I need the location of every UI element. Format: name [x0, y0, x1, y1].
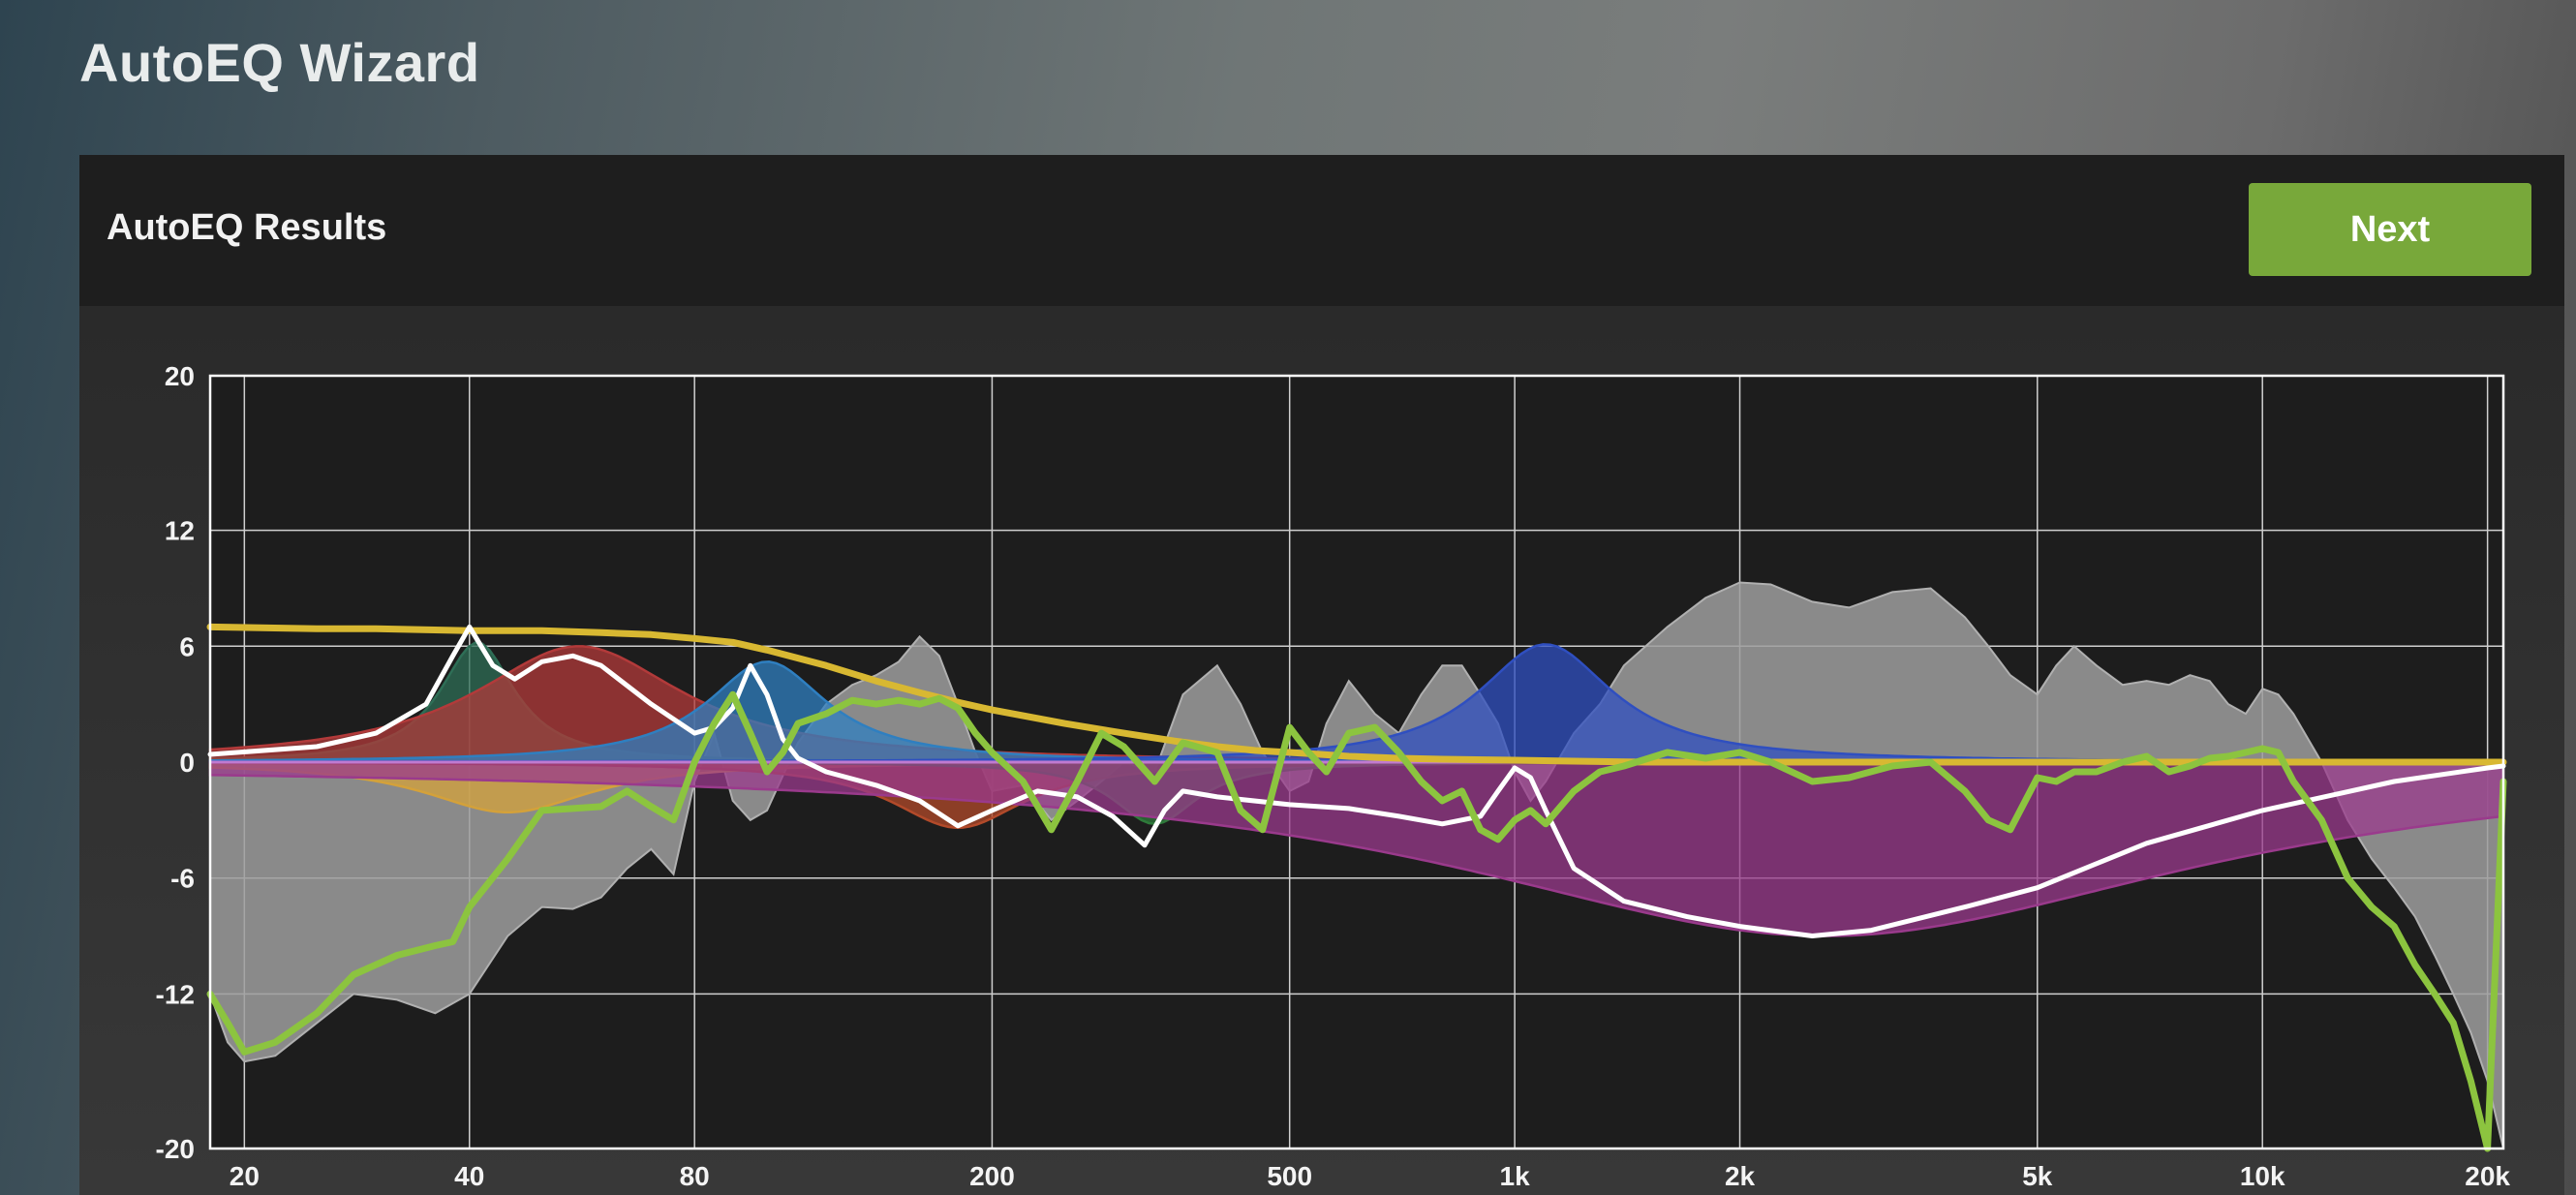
- x-tick-label: 200: [969, 1161, 1015, 1191]
- app-title: AutoEQ Wizard: [79, 32, 480, 93]
- measured-layer: [209, 581, 2504, 1149]
- curves-layer: [206, 623, 2507, 1152]
- eq-band-8[interactable]: [208, 760, 2505, 937]
- y-tick-label: -12: [156, 979, 195, 1009]
- plot-frame: [208, 374, 2505, 1150]
- y-tick-label: 12: [165, 516, 195, 546]
- y-tick-label: 0: [179, 748, 195, 778]
- x-tick-label: 2k: [1725, 1161, 1756, 1191]
- y-tick-label: -6: [170, 864, 195, 894]
- x-tick-label: 5k: [2022, 1161, 2053, 1191]
- panel-title: AutoEQ Results: [107, 207, 387, 248]
- target-curve: [206, 623, 2507, 766]
- eq-response-chart: 20 40 80 200 500 1k 2k 5k 10k 20k 20 12 6 0 -6 -12 -20: [156, 361, 2511, 1191]
- x-tick-label: 40: [454, 1161, 484, 1191]
- panel-header: AutoEQ Results Next: [79, 155, 2564, 306]
- results-panel: AutoEQ Results Next 20 40 80 200 500 1k 2k 5k 10…: [79, 155, 2564, 1195]
- x-tick-label: 500: [1267, 1161, 1312, 1191]
- y-tick-label: 6: [179, 631, 195, 661]
- x-tick-label: 1k: [1500, 1161, 1531, 1191]
- y-tick-label: 20: [165, 361, 195, 391]
- y-tick-label: -20: [156, 1134, 195, 1164]
- axis-layer: 20 40 80 200 500 1k 2k 5k 10k 20k 20 12 6 0 -6 -12 -20: [156, 361, 2511, 1191]
- x-tick-label: 20k: [2465, 1161, 2510, 1191]
- eq-total-curve: [207, 624, 2506, 938]
- eq-chart-area: 20 40 80 200 500 1k 2k 5k 10k 20k 20 12 6 0 -6 -12 -20: [79, 306, 2564, 1195]
- next-button[interactable]: Next: [2249, 183, 2531, 276]
- x-tick-label: 20: [230, 1161, 260, 1191]
- corrected-response-curve: [206, 690, 2507, 1152]
- x-tick-label: 10k: [2240, 1161, 2285, 1191]
- measured-response-area: [209, 581, 2504, 1149]
- x-tick-label: 80: [680, 1161, 710, 1191]
